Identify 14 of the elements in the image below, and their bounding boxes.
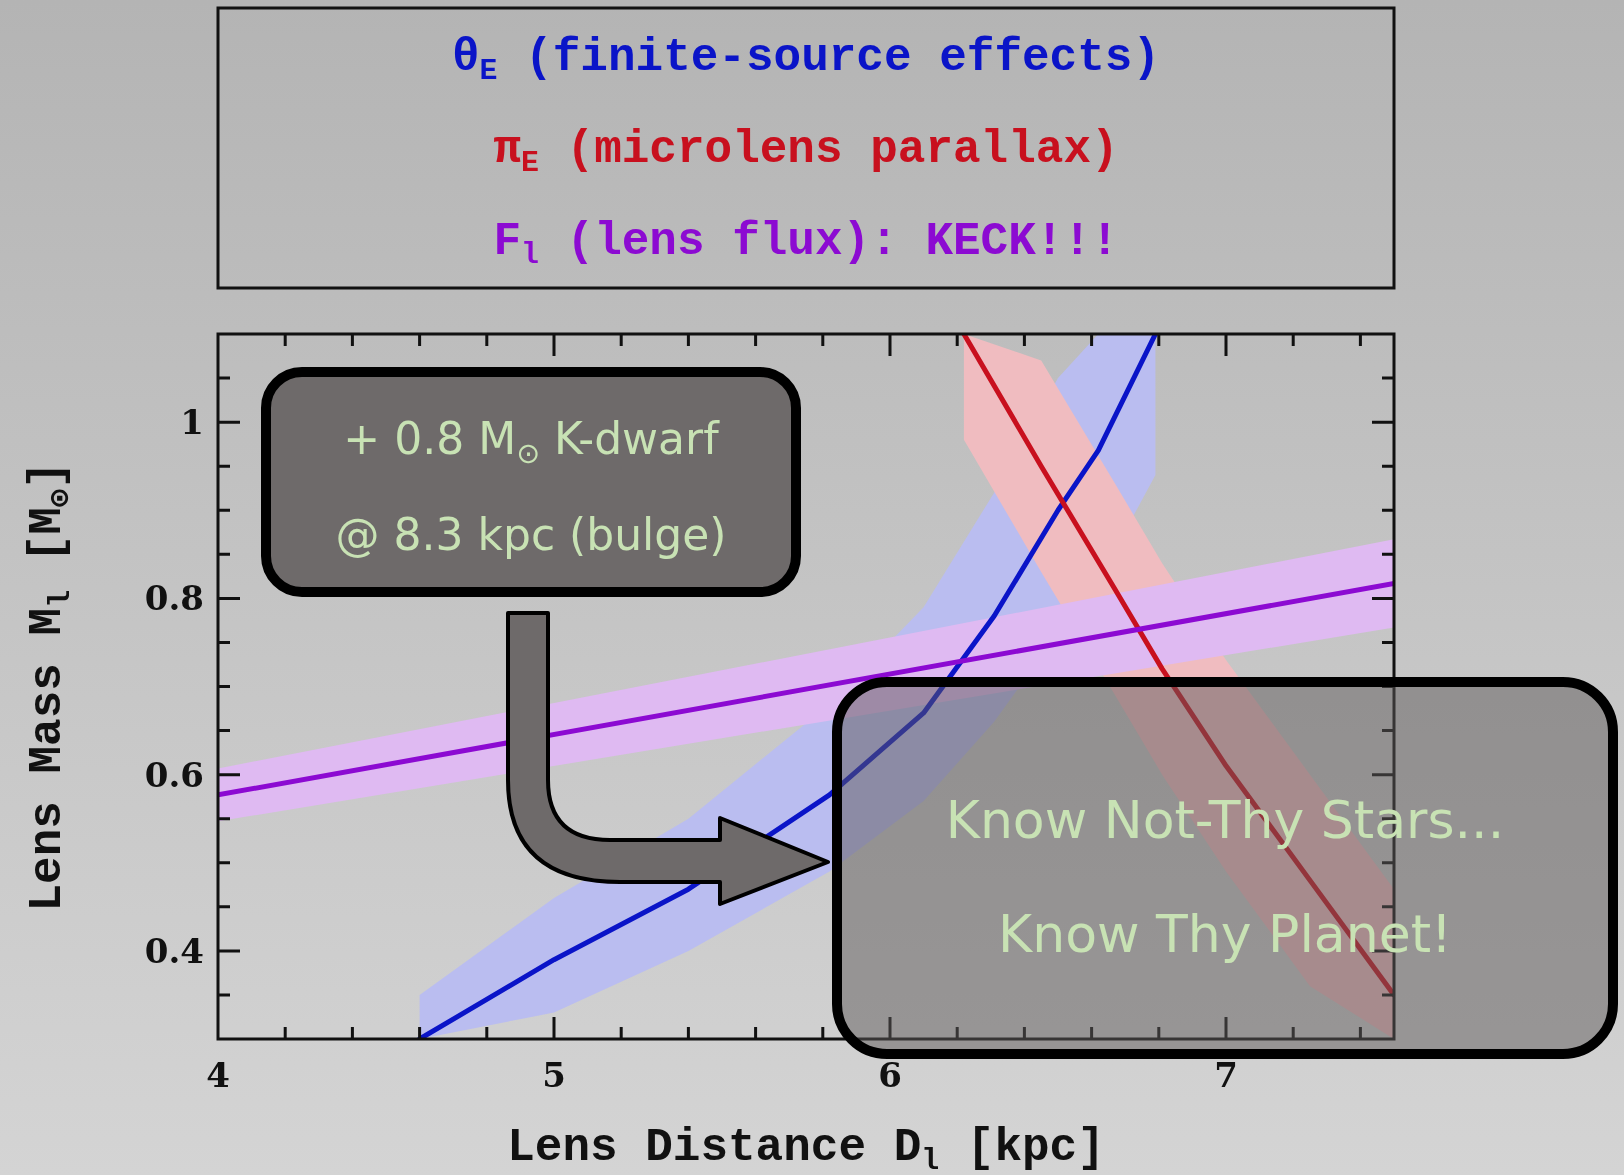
x-tick-label: 4 xyxy=(206,1055,230,1095)
y-tick-label: 0.6 xyxy=(144,754,204,795)
y-tick-label: 1 xyxy=(180,402,204,443)
x-axis-title: Lens Distance D$_{l}$ [kpc] xyxy=(507,1122,1105,1175)
x-tick-label: 5 xyxy=(542,1055,566,1095)
annotation: + 0.8 M$_{⊙}$ K-dwarf xyxy=(343,413,721,470)
text: π$_{E}$ (microlens parallax) xyxy=(493,124,1119,180)
y-tick-label: 0.4 xyxy=(144,930,204,971)
annotation: @ 8.3 kpc (bulge) xyxy=(335,509,727,560)
y-tick-label: 0.8 xyxy=(144,578,204,619)
x-tick-label: 7 xyxy=(1214,1055,1238,1095)
text: θ$_{E}$ (finite-source effects) xyxy=(451,32,1161,88)
text: F$_{l}$ (lens flux): KECK!!! xyxy=(493,216,1119,272)
x-tick-label: 6 xyxy=(878,1055,902,1095)
